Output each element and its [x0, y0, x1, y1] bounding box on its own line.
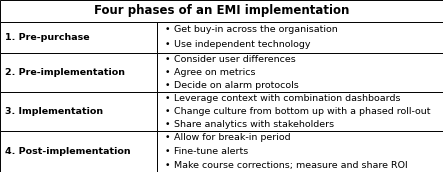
Bar — [157, 22, 443, 53]
Text: Share analytics with stakeholders: Share analytics with stakeholders — [174, 120, 334, 129]
Text: •: • — [164, 25, 170, 34]
Bar — [157, 131, 443, 172]
Text: Leverage context with combination dashboards: Leverage context with combination dashbo… — [174, 94, 400, 103]
Bar — [157, 53, 443, 92]
Bar — [0, 22, 157, 53]
Bar — [0, 0, 443, 22]
Text: •: • — [164, 40, 170, 50]
Text: •: • — [164, 94, 170, 103]
Text: •: • — [164, 55, 170, 64]
Text: Four phases of an EMI implementation: Four phases of an EMI implementation — [94, 4, 349, 17]
Text: 3. Implementation: 3. Implementation — [5, 107, 104, 116]
Text: 1. Pre-purchase: 1. Pre-purchase — [5, 33, 90, 42]
Text: Make course corrections; measure and share ROI: Make course corrections; measure and sha… — [174, 161, 408, 170]
Text: Change culture from bottom up with a phased roll-out: Change culture from bottom up with a pha… — [174, 107, 431, 116]
Text: Get buy-in across the organisation: Get buy-in across the organisation — [174, 25, 338, 34]
Text: •: • — [164, 107, 170, 116]
Text: Consider user differences: Consider user differences — [174, 55, 296, 64]
Text: Decide on alarm protocols: Decide on alarm protocols — [174, 81, 299, 90]
Text: Allow for break-in period: Allow for break-in period — [174, 133, 291, 142]
Text: •: • — [164, 68, 170, 77]
Bar — [0, 53, 157, 92]
Text: 2. Pre-implementation: 2. Pre-implementation — [5, 68, 125, 77]
Text: •: • — [164, 133, 170, 142]
Text: •: • — [164, 147, 170, 156]
Bar — [157, 92, 443, 131]
Text: Use independent technology: Use independent technology — [174, 40, 311, 50]
Text: Fine-tune alerts: Fine-tune alerts — [174, 147, 249, 156]
Bar — [0, 92, 157, 131]
Bar — [0, 131, 157, 172]
Text: •: • — [164, 81, 170, 90]
Text: Agree on metrics: Agree on metrics — [174, 68, 256, 77]
Text: •: • — [164, 120, 170, 129]
Text: •: • — [164, 161, 170, 170]
Text: 4. Post-implementation: 4. Post-implementation — [5, 147, 131, 156]
